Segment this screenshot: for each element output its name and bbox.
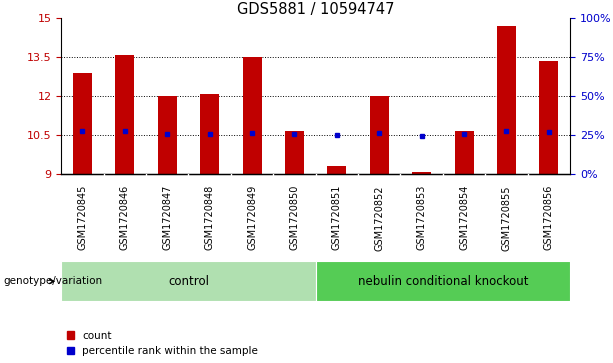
Text: GSM1720855: GSM1720855 — [501, 185, 511, 250]
Bar — [497, 26, 516, 174]
Bar — [327, 166, 346, 174]
Text: GSM1720851: GSM1720851 — [332, 185, 342, 250]
Text: GSM1720845: GSM1720845 — [77, 185, 88, 250]
Text: GSM1720847: GSM1720847 — [162, 185, 172, 250]
Bar — [200, 94, 219, 174]
Bar — [61, 261, 316, 301]
Bar — [73, 73, 92, 174]
Bar — [412, 172, 431, 174]
Bar — [370, 96, 389, 174]
Title: GDS5881 / 10594747: GDS5881 / 10594747 — [237, 2, 394, 17]
Bar — [285, 131, 304, 174]
Text: nebulin conditional knockout: nebulin conditional knockout — [357, 275, 528, 288]
Text: GSM1720848: GSM1720848 — [205, 185, 215, 250]
Text: GSM1720850: GSM1720850 — [289, 185, 300, 250]
Bar — [455, 131, 474, 174]
Text: GSM1720856: GSM1720856 — [544, 185, 554, 250]
Bar — [158, 96, 177, 174]
Text: GSM1720852: GSM1720852 — [375, 185, 384, 250]
Text: genotype/variation: genotype/variation — [3, 276, 102, 286]
Text: GSM1720853: GSM1720853 — [417, 185, 427, 250]
Text: GSM1720854: GSM1720854 — [459, 185, 469, 250]
Bar — [316, 261, 570, 301]
Bar — [243, 57, 262, 174]
Text: control: control — [168, 275, 209, 288]
Text: GSM1720846: GSM1720846 — [120, 185, 130, 250]
Legend: count, percentile rank within the sample: count, percentile rank within the sample — [66, 331, 258, 356]
Bar — [539, 61, 558, 174]
Bar — [115, 54, 134, 174]
Text: GSM1720849: GSM1720849 — [247, 185, 257, 250]
